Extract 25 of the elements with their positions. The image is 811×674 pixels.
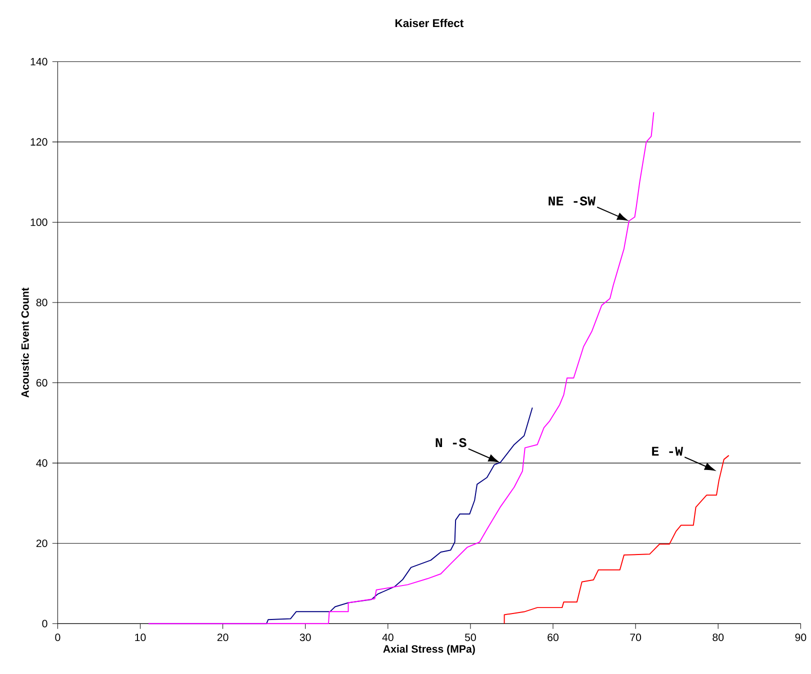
- annotation: N -S: [436, 438, 466, 447]
- y-axis-title: Acoustic Event Count: [21, 287, 29, 398]
- y-tick-label: 40: [36, 459, 48, 467]
- line-series: [504, 454, 730, 624]
- chart-title: Kaiser Effect: [395, 18, 464, 27]
- x-tick-label: 10: [135, 633, 146, 641]
- x-axis-title: Axial Stress (MPa): [383, 644, 475, 655]
- annotation: E -W: [652, 446, 684, 456]
- x-tick-label: 40: [382, 633, 394, 641]
- y-tick-label: 100: [30, 218, 48, 226]
- x-tick-label: 70: [630, 633, 642, 641]
- x-tick-label: 0: [55, 633, 60, 641]
- x-tick-label: 50: [464, 633, 476, 641]
- x-tick-label: 20: [217, 633, 228, 641]
- x-tick-label: 60: [548, 633, 559, 641]
- x-tick-label: 30: [300, 633, 311, 641]
- x-tick-label: 90: [795, 633, 806, 641]
- y-tick-label: 20: [36, 539, 48, 547]
- y-tick-label: 60: [36, 378, 48, 386]
- x-tick-label: 80: [712, 633, 724, 641]
- y-tick-label: 120: [30, 138, 48, 146]
- y-tick-label: 0: [42, 620, 48, 628]
- y-tick-label: 140: [30, 58, 48, 66]
- y-tick-label: 80: [36, 298, 48, 306]
- annotation: NE -SW: [548, 196, 596, 206]
